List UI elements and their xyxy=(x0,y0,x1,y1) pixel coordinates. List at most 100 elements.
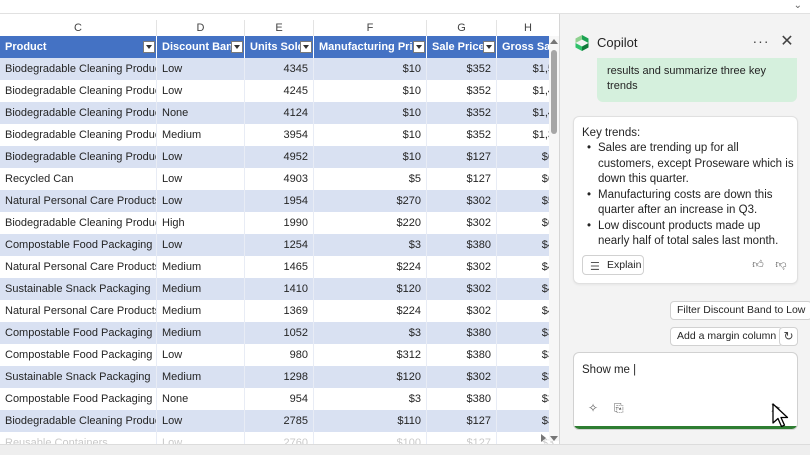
cell-manufacturing-price[interactable]: $3 xyxy=(314,234,427,256)
scroll-down-arrow-icon[interactable] xyxy=(550,436,558,441)
cell-discount-band[interactable]: None xyxy=(157,388,245,410)
cell-manufacturing-price[interactable]: $224 xyxy=(314,256,427,278)
sparkle-prompts-icon[interactable]: ✧ xyxy=(588,401,599,415)
cell-units-sold[interactable]: 1369 xyxy=(245,300,314,322)
prompt-input[interactable]: Show me | xyxy=(582,364,637,376)
cell-gross-sales[interactable]: $3 xyxy=(497,432,559,444)
filter-dropdown-icon[interactable] xyxy=(143,41,155,53)
cell-product[interactable]: Biodegradable Cleaning Products xyxy=(0,212,157,234)
cell-product[interactable]: Biodegradable Cleaning Products xyxy=(0,410,157,432)
cell-sale-price[interactable]: $302 xyxy=(427,212,497,234)
cell-sale-price[interactable]: $380 xyxy=(427,388,497,410)
cell-sale-price[interactable]: $380 xyxy=(427,234,497,256)
cell-units-sold[interactable]: 2785 xyxy=(245,410,314,432)
cell-discount-band[interactable]: Low xyxy=(157,410,245,432)
cell-discount-band[interactable]: Low xyxy=(157,432,245,444)
header-product[interactable]: Product xyxy=(0,36,157,58)
cell-product[interactable]: Natural Personal Care Products xyxy=(0,190,157,212)
cell-sale-price[interactable]: $352 xyxy=(427,124,497,146)
cell-units-sold[interactable]: 980 xyxy=(245,344,314,366)
cell-discount-band[interactable]: None xyxy=(157,102,245,124)
thumbs-down-icon[interactable]: 👎︎ xyxy=(775,259,787,271)
cell-sale-price[interactable]: $302 xyxy=(427,190,497,212)
cell-units-sold[interactable]: 954 xyxy=(245,388,314,410)
cell-product[interactable]: Biodegradable Cleaning Products xyxy=(0,146,157,168)
cell-manufacturing-price[interactable]: $220 xyxy=(314,212,427,234)
cell-manufacturing-price[interactable]: $10 xyxy=(314,124,427,146)
cell-sale-price[interactable]: $127 xyxy=(427,410,497,432)
cell-gross-sales[interactable]: $1,5 xyxy=(497,58,559,80)
cell-product[interactable]: Sustainable Snack Packaging xyxy=(0,278,157,300)
scrollbar-thumb[interactable] xyxy=(551,50,557,134)
cell-product[interactable]: Natural Personal Care Products xyxy=(0,256,157,278)
cell-discount-band[interactable]: Medium xyxy=(157,124,245,146)
cell-units-sold[interactable]: 1298 xyxy=(245,366,314,388)
cell-discount-band[interactable]: Medium xyxy=(157,300,245,322)
cell-discount-band[interactable]: Medium xyxy=(157,322,245,344)
cell-sale-price[interactable]: $127 xyxy=(427,146,497,168)
cell-units-sold[interactable]: 4245 xyxy=(245,80,314,102)
column-letter-h[interactable]: H xyxy=(497,20,559,36)
column-letter-g[interactable]: G xyxy=(427,20,497,36)
cell-discount-band[interactable]: Low xyxy=(157,58,245,80)
cell-units-sold[interactable]: 3954 xyxy=(245,124,314,146)
cell-manufacturing-price[interactable]: $224 xyxy=(314,300,427,322)
cell-manufacturing-price[interactable]: $10 xyxy=(314,80,427,102)
header-manufacturing-price[interactable]: Manufacturing Price xyxy=(314,36,427,58)
more-options-button[interactable]: ··· xyxy=(751,32,771,52)
cell-product[interactable]: Compostable Food Packaging xyxy=(0,234,157,256)
column-letter-e[interactable]: E xyxy=(245,20,314,36)
cell-units-sold[interactable]: 1254 xyxy=(245,234,314,256)
cell-discount-band[interactable]: Low xyxy=(157,146,245,168)
refresh-icon[interactable]: ↻ xyxy=(779,327,798,346)
vertical-scrollbar[interactable] xyxy=(549,36,559,441)
cell-discount-band[interactable]: Medium xyxy=(157,278,245,300)
filter-dropdown-icon[interactable] xyxy=(413,41,425,53)
close-button[interactable]: ✕ xyxy=(777,32,797,52)
cell-sale-price[interactable]: $302 xyxy=(427,278,497,300)
cell-discount-band[interactable]: Low xyxy=(157,190,245,212)
cell-sale-price[interactable]: $352 xyxy=(427,102,497,124)
cell-discount-band[interactable]: Low xyxy=(157,168,245,190)
cell-discount-band[interactable]: Low xyxy=(157,80,245,102)
cell-gross-sales[interactable]: $1,3 xyxy=(497,124,559,146)
cell-discount-band[interactable]: Low xyxy=(157,234,245,256)
cell-product[interactable]: Compostable Food Packaging xyxy=(0,344,157,366)
column-letter-c[interactable]: C xyxy=(0,20,157,36)
cell-discount-band[interactable]: Medium xyxy=(157,256,245,278)
column-letter-f[interactable]: F xyxy=(314,20,427,36)
header-units-sold[interactable]: Units Sold xyxy=(245,36,314,58)
cell-manufacturing-price[interactable]: $5 xyxy=(314,168,427,190)
cell-sale-price[interactable]: $380 xyxy=(427,344,497,366)
cell-product[interactable]: Compostable Food Packaging xyxy=(0,388,157,410)
header-gross-sales[interactable]: Gross Sale xyxy=(497,36,559,58)
cell-units-sold[interactable]: 1954 xyxy=(245,190,314,212)
cell-units-sold[interactable]: 2760 xyxy=(245,432,314,444)
cell-manufacturing-price[interactable]: $120 xyxy=(314,278,427,300)
spreadsheet[interactable]: C D E F G H Product Discount Band Units … xyxy=(0,14,560,444)
cell-manufacturing-price[interactable]: $100 xyxy=(314,432,427,444)
cell-manufacturing-price[interactable]: $10 xyxy=(314,58,427,80)
thumbs-up-icon[interactable]: 👍︎ xyxy=(752,259,764,271)
cell-product[interactable]: Biodegradable Cleaning Products xyxy=(0,58,157,80)
cell-sale-price[interactable]: $352 xyxy=(427,80,497,102)
cell-manufacturing-price[interactable]: $3 xyxy=(314,388,427,410)
scroll-right-arrow-icon[interactable] xyxy=(541,434,546,442)
cell-units-sold[interactable]: 1410 xyxy=(245,278,314,300)
filter-dropdown-icon[interactable] xyxy=(231,41,243,53)
cell-units-sold[interactable]: 4124 xyxy=(245,102,314,124)
cell-manufacturing-price[interactable]: $10 xyxy=(314,146,427,168)
cell-product[interactable]: Biodegradable Cleaning Products xyxy=(0,124,157,146)
cell-manufacturing-price[interactable]: $3 xyxy=(314,322,427,344)
cell-product[interactable]: Biodegradable Cleaning Products xyxy=(0,102,157,124)
cell-gross-sales[interactable]: $1,4 xyxy=(497,102,559,124)
cell-discount-band[interactable]: Medium xyxy=(157,366,245,388)
header-discount-band[interactable]: Discount Band xyxy=(157,36,245,58)
cell-discount-band[interactable]: Low xyxy=(157,344,245,366)
cell-manufacturing-price[interactable]: $312 xyxy=(314,344,427,366)
cell-product[interactable]: Reusable Containers xyxy=(0,432,157,444)
attach-icon[interactable]: ⎘ xyxy=(614,401,624,415)
cell-product[interactable]: Recycled Can xyxy=(0,168,157,190)
cell-sale-price[interactable]: $127 xyxy=(427,168,497,190)
cell-sale-price[interactable]: $352 xyxy=(427,58,497,80)
